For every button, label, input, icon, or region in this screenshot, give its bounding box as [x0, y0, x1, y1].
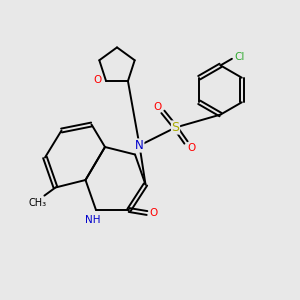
- Text: Cl: Cl: [234, 52, 244, 62]
- Text: S: S: [172, 121, 179, 134]
- Text: NH: NH: [85, 214, 101, 225]
- Text: CH₃: CH₃: [28, 198, 46, 208]
- Text: O: O: [153, 101, 162, 112]
- Text: O: O: [187, 143, 196, 153]
- Text: O: O: [94, 74, 102, 85]
- Text: O: O: [149, 208, 158, 218]
- Text: N: N: [135, 139, 144, 152]
